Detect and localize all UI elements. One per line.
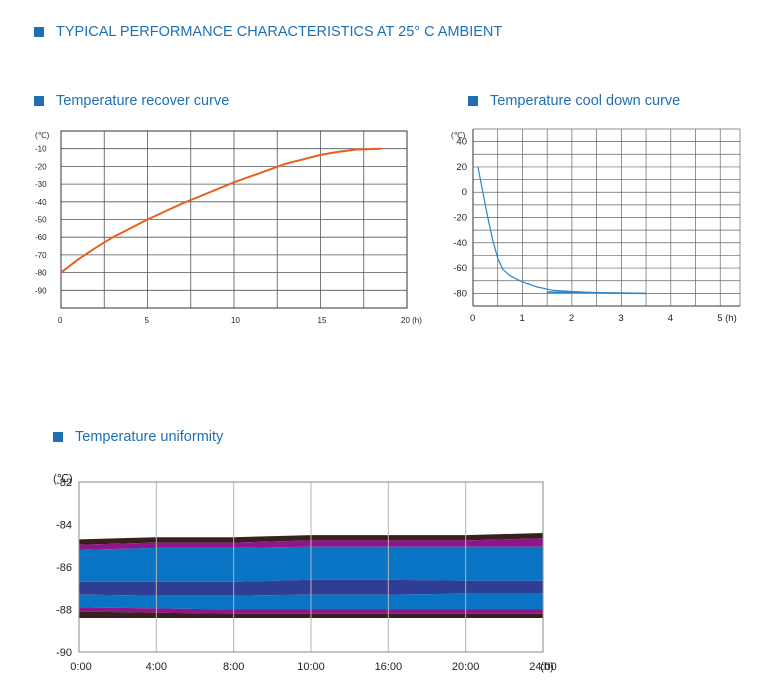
recover-y-unit: (℃) [35, 131, 50, 140]
uniformity-y-unit: (℃) [53, 473, 73, 485]
cooldown-x-tick-label: 1 [519, 313, 524, 324]
recover-y-tick-label: -80 [35, 269, 47, 278]
heading-square-icon [468, 96, 478, 106]
cooldown-series-line [547, 291, 647, 295]
cooldown-y-tick-label: 20 [456, 162, 467, 173]
recover-y-tick-label: -60 [35, 233, 47, 242]
heading-square-icon [34, 27, 44, 37]
heading-square-icon [34, 96, 44, 106]
main-heading: TYPICAL PERFORMANCE CHARACTERISTICS AT 2… [34, 24, 502, 40]
cooldown-y-tick-label: -40 [453, 238, 467, 249]
cooldown-x-tick-label: 2 [569, 313, 574, 324]
recover-chart-heading: Temperature recover curve [34, 93, 229, 109]
recover-y-tick-label: -70 [35, 251, 47, 260]
recover-chart-title: Temperature recover curve [56, 93, 230, 109]
cooldown-x-tick-label: 3 [618, 313, 623, 324]
uniformity-x-tick-label: 16:00 [375, 661, 403, 673]
cooldown-y-tick-label: -60 [453, 263, 467, 274]
cooldown-y-tick-label: 40 [456, 137, 467, 148]
cooldown-x-tick-label: 0 [470, 313, 475, 324]
uniformity-x-unit: (h) [540, 661, 553, 673]
uniformity-x-tick-label: 4:00 [146, 661, 167, 673]
recover-series-line [60, 147, 382, 274]
recover-y-tick-label: -50 [35, 216, 47, 225]
uniformity-chart-heading: Temperature uniformity [53, 429, 223, 445]
uniformity-x-tick-label: 20:00 [452, 661, 480, 673]
main-heading-text: TYPICAL PERFORMANCE CHARACTERISTICS AT 2… [56, 24, 503, 40]
recover-y-tick-label: -40 [35, 198, 47, 207]
cooldown-chart-heading: Temperature cool down curve [468, 93, 680, 109]
recover-x-tick-label: 10 [231, 316, 240, 325]
uniformity-x-tick-label: 10:00 [297, 661, 325, 673]
heading-square-icon [53, 432, 63, 442]
uniformity-y-tick-label: -90 [56, 647, 72, 659]
recover-y-tick-label: -90 [35, 286, 47, 295]
uniformity-y-tick-label: -82 [56, 477, 72, 489]
uniformity-x-tick-label: 24:00 [529, 661, 557, 673]
uniformity-x-tick-label: 8:00 [223, 661, 244, 673]
uniformity-plot-border [78, 481, 544, 653]
cooldown-x-tick-label: 4 [668, 313, 673, 324]
cooldown-y-tick-label: -20 [453, 213, 467, 224]
uniformity-x-tick-label: 0:00 [70, 661, 91, 673]
recover-x-tick-label: 20 (h) [401, 316, 422, 325]
uniformity-chart-title: Temperature uniformity [75, 429, 224, 445]
uniformity-y-tick-label: -86 [56, 562, 72, 574]
recover-y-tick-label: -30 [35, 180, 47, 189]
uniformity-y-tick-label: -84 [56, 520, 72, 532]
cooldown-y-tick-label: -80 [453, 288, 467, 299]
recover-y-tick-label: -20 [35, 162, 47, 171]
recover-plot-frame [60, 130, 408, 309]
uniformity-y-tick-label: -88 [56, 605, 72, 617]
cooldown-chart-title: Temperature cool down curve [490, 93, 681, 109]
recover-x-tick-label: 5 [145, 316, 150, 325]
recover-x-tick-label: 15 [318, 316, 327, 325]
cooldown-x-tick-label: 5 (h) [717, 313, 737, 324]
recover-x-tick-label: 0 [58, 316, 63, 325]
cooldown-y-unit: (℃) [451, 131, 466, 140]
recover-y-tick-label: -10 [35, 145, 47, 154]
cooldown-y-tick-label: 0 [462, 187, 467, 198]
